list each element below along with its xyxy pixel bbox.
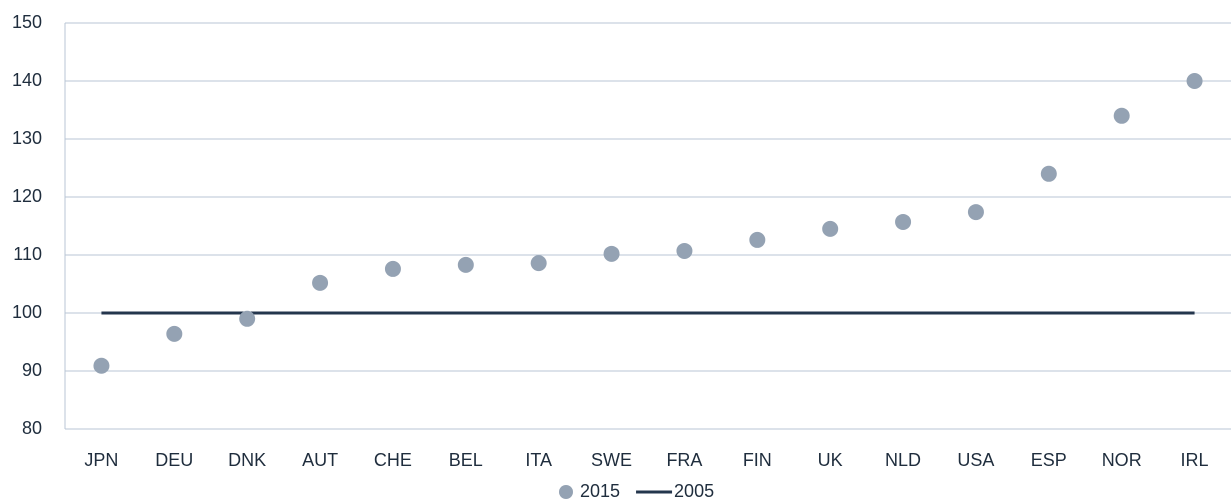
x-tick-label: ESP	[1031, 450, 1067, 470]
dot	[967, 204, 984, 221]
x-tick-label: FRA	[666, 450, 702, 470]
x-tick-label: USA	[957, 450, 994, 470]
dot	[457, 256, 474, 273]
x-tick-label: AUT	[302, 450, 338, 470]
x-tick-label: BEL	[449, 450, 483, 470]
dot	[749, 231, 766, 248]
dot	[1186, 73, 1203, 89]
dot	[530, 255, 547, 272]
x-tick-label: CHE	[374, 450, 412, 470]
y-tick-label: 120	[12, 186, 42, 206]
dot	[312, 274, 329, 291]
y-tick-label: 110	[13, 244, 42, 264]
x-tick-label: UK	[818, 450, 843, 470]
x-tick-label: SWE	[591, 450, 632, 470]
y-tick-label: 90	[22, 360, 42, 380]
dot	[1113, 107, 1130, 124]
dot	[895, 213, 912, 230]
legend-label: 2015	[580, 481, 620, 501]
x-tick-label: NOR	[1102, 450, 1142, 470]
x-tick-label: DEU	[155, 450, 193, 470]
dot	[239, 310, 256, 327]
x-tick-label: DNK	[228, 450, 266, 470]
dot	[603, 245, 620, 262]
dot	[822, 220, 839, 237]
y-tick-label: 150	[12, 12, 42, 32]
legend-label: 2005	[674, 481, 714, 501]
dot	[166, 325, 183, 342]
y-tick-label: 100	[12, 302, 42, 322]
x-tick-label: NLD	[885, 450, 921, 470]
dot	[384, 260, 401, 277]
x-tick-label: FIN	[743, 450, 772, 470]
x-tick-label: JPN	[84, 450, 118, 470]
y-tick-label: 140	[12, 70, 42, 90]
dot	[1040, 165, 1057, 182]
dot	[676, 242, 693, 259]
dot	[93, 357, 110, 374]
y-tick-label: 80	[22, 418, 42, 438]
x-tick-label: ITA	[525, 450, 552, 470]
y-tick-label: 130	[12, 128, 42, 148]
legend-marker	[559, 485, 573, 499]
x-tick-label: IRL	[1181, 450, 1209, 470]
